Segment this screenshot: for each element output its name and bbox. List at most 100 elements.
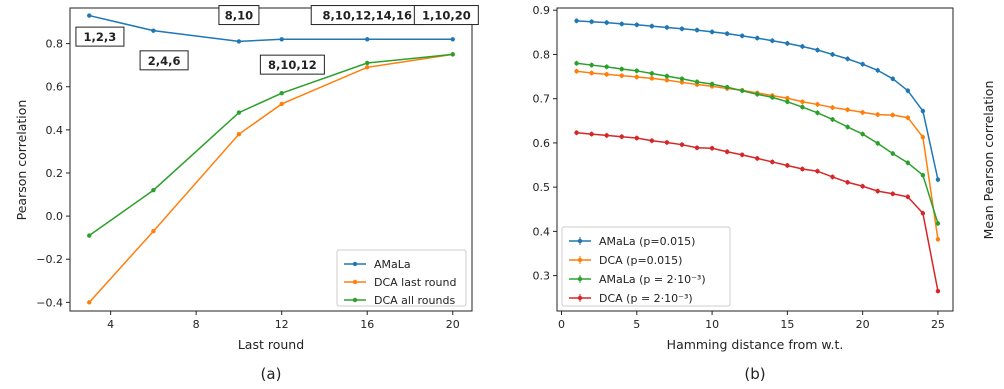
data-point-amala-p-2-10 <box>830 117 835 122</box>
data-point-dca-p-2-10 <box>649 138 655 143</box>
data-point-dca-all-rounds <box>151 188 156 193</box>
data-point-amala-p-2-10 <box>740 88 745 93</box>
data-point-amala-p-2-10 <box>935 221 941 226</box>
data-point-amala-p-2-10 <box>709 81 715 87</box>
data-point-dca-p-0-015 <box>619 73 624 78</box>
panel-a-y-tick-label: 0.2 <box>46 167 64 180</box>
data-point-dca-p-2-10 <box>619 134 624 139</box>
data-point-amala-p-0-015 <box>709 29 715 35</box>
data-point-dca-p-0-015 <box>920 134 926 140</box>
data-point-amala-p-0-015 <box>875 68 880 73</box>
data-point-amala-p-0-015 <box>920 108 926 114</box>
data-point-dca-p-0-015 <box>905 115 911 120</box>
data-point-amala-p-2-10 <box>679 76 685 81</box>
data-point-dca-all-rounds <box>365 60 370 66</box>
data-point-dca-p-0-015 <box>800 99 805 104</box>
legend-label-dca-p-0-015: DCA (p=0.015) <box>599 254 682 267</box>
data-point-amala-p-2-10 <box>649 71 655 76</box>
panel-b: 0 5 10 15 20 25 0.3 0.4 0.5 0.6 0.7 0.8 0.9 Hamming… <box>533 4 997 383</box>
legend-label-dca-all-rounds: DCA all rounds <box>374 294 455 307</box>
data-point-amala-p-2-10 <box>860 131 865 137</box>
data-point-amala-p-2-10 <box>920 173 926 178</box>
data-point-amala-p-0-015 <box>619 21 624 27</box>
data-point-dca-p-2-10 <box>935 288 941 294</box>
data-point-dca-p-0-015 <box>875 112 880 117</box>
series-line-amala-p-0-015 <box>576 20 939 180</box>
panel-a-frame <box>69 7 473 312</box>
data-point-amala-p-0-015 <box>755 35 760 41</box>
data-point-dca-p-2-10 <box>845 180 850 185</box>
annotation-label: 2,4,6 <box>148 54 181 68</box>
data-point-amala <box>365 37 370 42</box>
data-point-dca-p-2-10 <box>589 131 594 137</box>
panel-a: 4 8 12 16 20 −0.4 −0.2 0.0 0.2 0.4 0.6 0.8 Last ro… <box>14 5 479 383</box>
data-point-amala-p-2-10 <box>634 68 640 74</box>
panel-b-y-axis: 0.3 0.4 0.5 0.6 0.7 0.8 0.9 <box>533 4 557 283</box>
panel-b-y-tick-label: 0.6 <box>533 137 551 150</box>
data-point-amala-p-0-015 <box>634 22 640 28</box>
data-point-dca-p-2-10 <box>634 135 640 141</box>
data-point-amala-p-0-015 <box>845 56 850 62</box>
panel-b-y-tick-label: 0.3 <box>533 270 551 283</box>
panel-a-legend-box <box>336 249 467 307</box>
panel-a-x-axis-title: Last round <box>238 337 304 352</box>
data-point-dca-p-0-015 <box>785 96 790 101</box>
data-point-dca-last-round <box>365 65 370 70</box>
data-point-amala-p-0-015 <box>890 76 895 81</box>
legend-marker <box>352 279 358 285</box>
data-point-amala-p-0-015 <box>935 177 941 182</box>
data-point-dca-p-2-10 <box>604 133 609 138</box>
data-point-amala-p-2-10 <box>770 95 775 100</box>
data-point-dca-last-round <box>87 300 92 305</box>
panel-b-x-axis-title: Hamming distance from w.t. <box>667 337 844 352</box>
data-point-dca-p-2-10 <box>890 191 895 196</box>
data-point-amala-p-2-10 <box>619 66 624 72</box>
data-point-dca-p-2-10 <box>724 149 730 154</box>
annotation-label: 8,10,12 <box>268 58 317 72</box>
data-point-dca-p-2-10 <box>755 156 760 161</box>
legend-label-amala: AMaLa <box>374 258 411 271</box>
data-point-amala-p-0-015 <box>574 18 579 24</box>
data-point-amala-p-0-015 <box>694 27 700 33</box>
data-point-dca-p-0-015 <box>679 80 685 85</box>
annotation-box <box>218 5 260 26</box>
panel-b-x-tick-label: 20 <box>856 318 870 331</box>
legend-label-amala-p-0-015: AMaLa (p=0.015) <box>599 235 695 248</box>
annotation-label: 1,10,20 <box>422 9 471 23</box>
data-point-amala-p-0-015 <box>770 38 775 43</box>
data-point-amala-p-0-015 <box>860 61 865 67</box>
panel-b-y-tick-label: 0.7 <box>533 93 551 106</box>
data-point-dca-p-2-10 <box>815 169 820 174</box>
data-point-dca-last-round <box>279 101 284 107</box>
panel-b-x-tick-label: 0 <box>558 318 565 331</box>
legend-label-amala-p-2-10: AMaLa (p = 2·10⁻³) <box>599 273 706 286</box>
data-point-dca-p-2-10 <box>709 146 715 151</box>
data-point-dca-p-0-015 <box>664 77 670 83</box>
panel-a-y-tick-label: 0.0 <box>46 210 64 223</box>
panel-b-x-tick-label: 15 <box>780 318 794 331</box>
data-point-amala-p-2-10 <box>755 92 760 97</box>
data-point-dca-p-2-10 <box>830 174 835 180</box>
panel-a-y-tick-label: 0.4 <box>46 124 64 137</box>
legend-label-dca-last-round: DCA last round <box>374 276 456 289</box>
panel-b-y-tick-label: 0.9 <box>533 4 551 17</box>
data-point-dca-p-2-10 <box>664 140 670 145</box>
data-point-amala-p-0-015 <box>664 25 670 30</box>
panel-a-legend: AMaLa DCA last round DCA all rounds <box>336 249 467 307</box>
data-point-dca-p-2-10 <box>905 194 911 200</box>
panel-b-x-tick-label: 10 <box>705 318 719 331</box>
data-point-amala <box>87 13 92 18</box>
data-point-dca-p-0-015 <box>890 112 895 118</box>
data-point-dca-all-rounds <box>279 90 284 96</box>
annotation-box <box>139 50 189 71</box>
data-point-dca-p-0-015 <box>574 69 579 74</box>
panel-b-y-tick-label: 0.5 <box>533 181 551 194</box>
data-point-amala-p-2-10 <box>875 141 880 146</box>
data-point-amala-p-2-10 <box>604 64 609 70</box>
panel-a-x-tick-label: 16 <box>360 318 374 331</box>
data-point-amala <box>236 39 242 44</box>
data-point-amala <box>450 37 455 42</box>
data-point-dca-all-rounds <box>236 110 242 115</box>
panel-a-plot-area <box>87 13 455 305</box>
